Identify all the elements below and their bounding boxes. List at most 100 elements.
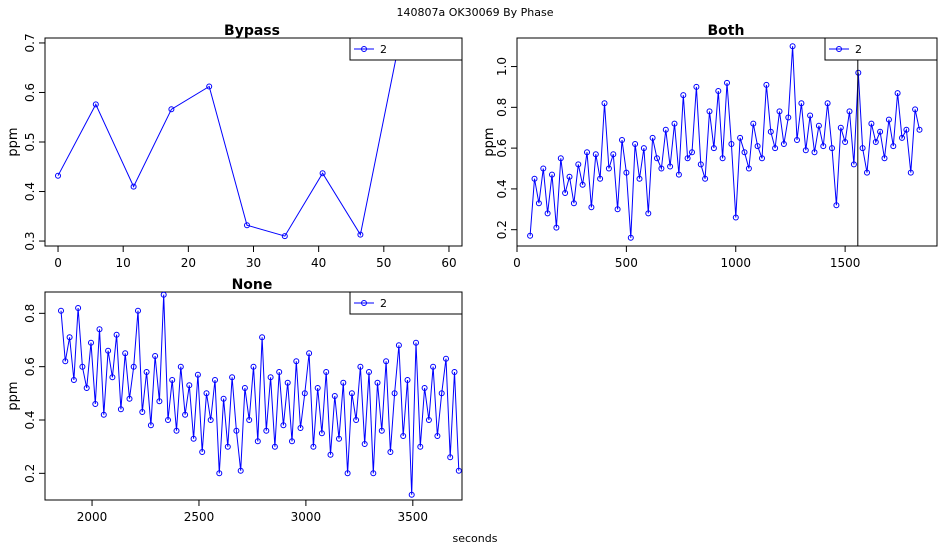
panel-both-data-point (632, 141, 639, 147)
panel-none-data-point (387, 449, 394, 455)
panel-none-data-point (246, 417, 253, 423)
panel-both-data-point (776, 108, 783, 115)
panel-none-data-point (455, 467, 462, 474)
panel-none-data-point (301, 390, 308, 397)
panel-both-data-point (592, 151, 599, 158)
panel-none-data-point (327, 451, 334, 458)
panel-none-data-point (126, 395, 133, 402)
panel-none-data-point (408, 491, 415, 498)
panel-none-data-point (139, 409, 146, 415)
panel-both-data-point (789, 43, 796, 50)
panel-bypass-x-tick-label: 50 (376, 256, 391, 270)
panel-both-data-point (872, 139, 879, 145)
panel-both-data-point (881, 155, 888, 162)
panel-bypass-x-tick-label: 30 (246, 256, 261, 270)
panel-both-x-tick-label: 0 (513, 256, 521, 270)
panel-none-data-point (413, 339, 419, 346)
panel-none-data-point (165, 417, 171, 423)
panel-none-data-point (250, 363, 257, 370)
panel-none-data-point (336, 435, 342, 442)
panel-bypass-y-label: ppm (6, 127, 21, 156)
panel-bypass-y-tick-label: 0.7 (23, 33, 37, 52)
panel-none-data-point (434, 433, 441, 439)
panel-both-data-point (846, 108, 853, 115)
panel-both-data-point (531, 175, 538, 182)
panel-both-data-point (623, 169, 630, 176)
panel-both-y-tick-label: 1.0 (495, 57, 509, 76)
figure-main-title: 140807a OK30069 By Phase (397, 6, 554, 19)
panel-both-data-point (811, 149, 818, 156)
panel-none-data-point (331, 393, 338, 399)
panel-both-y-tick-label: 0.4 (495, 179, 509, 198)
panel-none-data-point (88, 339, 94, 346)
panel-none-data-point (70, 377, 77, 383)
panel-none-data-point (117, 406, 124, 413)
panel-both: Both ppm 0 500 1000 1500 0.2 0.4 0.6 0.8 1.0 2 (482, 23, 938, 270)
panel-bypass-data-point (206, 83, 213, 90)
panel-both-data-point (535, 200, 542, 207)
panel-bypass-data-point (244, 222, 250, 229)
panel-both-data-point (807, 112, 814, 119)
panel-both-legend-label: 2 (855, 43, 862, 56)
panel-bypass-x-tick-label: 0 (54, 256, 62, 270)
panel-bypass-legend-marker (361, 46, 367, 52)
panel-none-data-point (430, 363, 437, 370)
panel-none-y-tick-label: 0.6 (23, 357, 37, 376)
panel-both-data-point (636, 175, 643, 182)
panel-bypass-x-tick-label: 10 (116, 256, 131, 270)
panel-both-data-point (820, 143, 827, 150)
panel-none-data-point (417, 443, 424, 450)
panel-both-data-point (829, 145, 835, 152)
panel-none-data-point (169, 377, 176, 383)
panel-both-data-point (732, 214, 739, 221)
panel-both-data-point (842, 139, 849, 145)
panel-none-series-line (60, 294, 460, 495)
panel-none-data-point (366, 369, 372, 375)
panel-both-data-point (557, 155, 564, 162)
panel-none-data-point (447, 454, 454, 461)
panel-both-data-point (894, 90, 901, 97)
panel-both-y-label: ppm (482, 127, 497, 156)
panel-none-data-point (105, 347, 112, 354)
panel-both-data-point (772, 145, 779, 152)
panel-none-data-point (421, 385, 428, 391)
panel-none-data-point (306, 350, 313, 357)
panel-both-data-point (566, 173, 573, 180)
panel-both-data-point (833, 202, 840, 209)
panel-bypass-y-tick-label: 0.5 (23, 132, 37, 151)
panel-bypass-legend-label: 2 (380, 43, 387, 56)
panel-none-data-point (425, 417, 432, 423)
panel-both-data-point (570, 200, 577, 207)
panel-both-data-point (737, 134, 744, 141)
panel-none-data-point (203, 390, 210, 397)
panel-both-data-point (877, 128, 884, 135)
panel-none-y-label: ppm (6, 381, 21, 410)
panel-none-data-point (361, 441, 368, 447)
panel-both-data-point (710, 145, 717, 152)
panel-none-data-point (160, 291, 167, 298)
panel-both-data-point (864, 169, 870, 176)
panel-none-y-tick-label: 0.4 (23, 410, 37, 429)
panel-both-data-point (671, 120, 678, 127)
panel-bypass-x-tick-label: 60 (441, 256, 456, 270)
panel-none-data-point (400, 433, 407, 439)
panel-both-data-point (689, 149, 695, 156)
panel-none-data-point (233, 427, 240, 434)
panel-both-data-point (527, 232, 534, 239)
panel-none-data-point (152, 353, 159, 359)
panel-both-data-point (693, 83, 700, 90)
panel-none-data-point (109, 374, 116, 381)
panel-both-data-point (802, 147, 809, 154)
panel-none-data-point (271, 443, 278, 450)
panel-none-data-point (216, 470, 223, 477)
panel-none-data-point (156, 398, 163, 405)
panel-both-data-point (662, 126, 669, 133)
panel-both-data-point (837, 124, 844, 131)
panel-both-data-point (627, 234, 634, 241)
panel-none-data-point (443, 355, 449, 362)
panel-both-data-point (544, 210, 551, 217)
panel-none-data-point (404, 377, 411, 383)
panel-both-data-point (859, 145, 866, 152)
panel-none-data-point (173, 427, 180, 434)
panel-none-title: None (232, 277, 273, 293)
